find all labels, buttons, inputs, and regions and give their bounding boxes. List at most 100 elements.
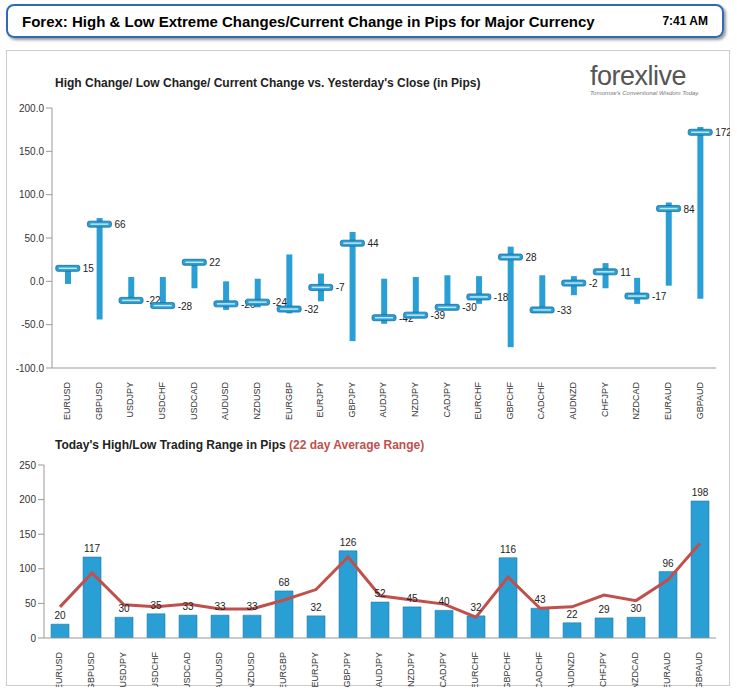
svg-text:AUDUSD: AUDUSD bbox=[220, 382, 230, 421]
svg-text:CADJPY: CADJPY bbox=[442, 382, 452, 418]
svg-text:-50.0: -50.0 bbox=[21, 319, 44, 330]
svg-text:52: 52 bbox=[374, 588, 386, 599]
svg-text:0: 0 bbox=[30, 633, 36, 644]
svg-text:50: 50 bbox=[25, 598, 37, 609]
svg-text:22: 22 bbox=[209, 257, 221, 268]
svg-text:33: 33 bbox=[214, 601, 226, 612]
svg-text:AUDNZD: AUDNZD bbox=[568, 382, 578, 420]
svg-text:NZDUSD: NZDUSD bbox=[252, 382, 262, 420]
svg-text:15: 15 bbox=[83, 263, 95, 274]
svg-text:USDJPY: USDJPY bbox=[118, 652, 128, 687]
svg-text:GBPAUD: GBPAUD bbox=[695, 382, 705, 420]
svg-text:USDCAD: USDCAD bbox=[189, 382, 199, 421]
svg-text:-17: -17 bbox=[652, 291, 667, 302]
svg-text:22: 22 bbox=[566, 609, 578, 620]
svg-text:EURGBP: EURGBP bbox=[284, 382, 294, 420]
svg-text:40: 40 bbox=[438, 596, 450, 607]
svg-text:NZDCAD: NZDCAD bbox=[630, 652, 640, 687]
svg-text:EURUSD: EURUSD bbox=[62, 382, 72, 421]
svg-text:200: 200 bbox=[19, 494, 36, 505]
html-text:Forex: High & Low Extreme Chan: Forex: High & Low Extreme Changes/Curren… bbox=[22, 12, 595, 30]
svg-text:-30: -30 bbox=[462, 302, 477, 313]
svg-text:CADCHF: CADCHF bbox=[534, 651, 544, 687]
html-text:7:41 AM: 7:41 AM bbox=[662, 14, 708, 28]
svg-text:AUDUSD: AUDUSD bbox=[214, 652, 224, 687]
svg-text:GBPUSD: GBPUSD bbox=[86, 652, 96, 687]
svg-text:68: 68 bbox=[278, 577, 290, 588]
svg-text:AUDJPY: AUDJPY bbox=[374, 652, 384, 687]
svg-text:150.0: 150.0 bbox=[19, 146, 44, 157]
html-text:Today's High/Low Trading Range: Today's High/Low Trading Range in Pips (… bbox=[55, 438, 425, 452]
svg-text:250: 250 bbox=[19, 460, 36, 471]
svg-text:NZDJPY: NZDJPY bbox=[410, 382, 420, 417]
svg-text:-28: -28 bbox=[178, 301, 193, 312]
svg-text:-33: -33 bbox=[557, 305, 572, 316]
svg-text:GBPAUD: GBPAUD bbox=[694, 652, 704, 687]
svg-text:100: 100 bbox=[19, 563, 36, 574]
svg-text:126: 126 bbox=[340, 537, 357, 548]
svg-text:29: 29 bbox=[598, 604, 610, 615]
html-text:High Change/ Low Change/ Curre: High Change/ Low Change/ Current Change … bbox=[55, 76, 481, 90]
svg-text:USDJPY: USDJPY bbox=[125, 382, 135, 418]
svg-text:EURJPY: EURJPY bbox=[315, 382, 325, 418]
svg-text:116: 116 bbox=[500, 544, 516, 555]
html-text:forexlive: forexlive bbox=[590, 61, 686, 91]
svg-text:-24: -24 bbox=[272, 297, 287, 309]
svg-text:43: 43 bbox=[534, 594, 546, 605]
svg-text:EURCHF: EURCHF bbox=[473, 381, 483, 419]
svg-text:33: 33 bbox=[246, 601, 258, 612]
svg-text:EURCHF: EURCHF bbox=[470, 651, 480, 687]
svg-text:150: 150 bbox=[19, 529, 36, 540]
svg-text:NZDCAD: NZDCAD bbox=[631, 382, 641, 420]
svg-text:50.0: 50.0 bbox=[25, 233, 45, 244]
svg-text:44: 44 bbox=[367, 238, 379, 249]
svg-text:84: 84 bbox=[684, 204, 696, 215]
svg-text:AUDJPY: AUDJPY bbox=[378, 382, 388, 418]
svg-text:30: 30 bbox=[630, 603, 642, 614]
svg-text:GBPJPY: GBPJPY bbox=[347, 382, 357, 418]
svg-text:EURUSD: EURUSD bbox=[54, 652, 64, 687]
svg-text:EURGBP: EURGBP bbox=[278, 652, 288, 687]
svg-text:32: 32 bbox=[470, 602, 482, 613]
svg-text:-32: -32 bbox=[304, 304, 319, 315]
svg-text:0.0: 0.0 bbox=[30, 276, 44, 287]
svg-text:100.0: 100.0 bbox=[19, 189, 44, 200]
svg-text:198: 198 bbox=[692, 487, 709, 498]
svg-text:GBPJPY: GBPJPY bbox=[342, 652, 352, 687]
svg-text:EURAUD: EURAUD bbox=[662, 652, 672, 687]
svg-text:11: 11 bbox=[620, 267, 631, 278]
svg-text:GBPCHF: GBPCHF bbox=[505, 382, 515, 420]
svg-text:-7: -7 bbox=[336, 282, 345, 293]
svg-text:GBPCHF: GBPCHF bbox=[502, 652, 512, 687]
svg-text:30: 30 bbox=[118, 603, 130, 614]
svg-text:NZDUSD: NZDUSD bbox=[246, 652, 256, 687]
svg-text:USDCHF: USDCHF bbox=[157, 381, 167, 419]
svg-text:45: 45 bbox=[406, 593, 418, 604]
svg-text:EURAUD: EURAUD bbox=[663, 382, 673, 421]
svg-text:35: 35 bbox=[150, 600, 162, 611]
svg-text:-18: -18 bbox=[494, 292, 509, 303]
svg-text:NZDJPY: NZDJPY bbox=[406, 652, 416, 687]
svg-text:66: 66 bbox=[114, 219, 126, 230]
svg-text:-22: -22 bbox=[146, 295, 161, 307]
svg-text:200.0: 200.0 bbox=[19, 103, 44, 114]
svg-text:96: 96 bbox=[662, 558, 674, 569]
svg-text:32: 32 bbox=[310, 602, 322, 613]
svg-text:CADCHF: CADCHF bbox=[536, 381, 546, 419]
svg-text:CADJPY: CADJPY bbox=[438, 652, 448, 687]
svg-text:-39: -39 bbox=[431, 310, 446, 321]
svg-text:33: 33 bbox=[182, 601, 194, 612]
svg-text:-2: -2 bbox=[589, 278, 598, 289]
svg-text:20: 20 bbox=[54, 610, 66, 621]
svg-text:-100.0: -100.0 bbox=[16, 363, 45, 374]
svg-text:USDCAD: USDCAD bbox=[182, 652, 192, 687]
svg-text:CHFJPY: CHFJPY bbox=[600, 382, 610, 417]
svg-text:EURJPY: EURJPY bbox=[310, 652, 320, 687]
svg-text:USDCHF: USDCHF bbox=[150, 651, 160, 687]
svg-text:AUDNZD: AUDNZD bbox=[566, 652, 576, 687]
svg-text:28: 28 bbox=[525, 252, 537, 263]
svg-text:172: 172 bbox=[715, 127, 729, 138]
svg-text:CHFJPY: CHFJPY bbox=[598, 652, 608, 687]
svg-text:GBPUSD: GBPUSD bbox=[94, 382, 104, 421]
svg-text:117: 117 bbox=[84, 543, 100, 554]
